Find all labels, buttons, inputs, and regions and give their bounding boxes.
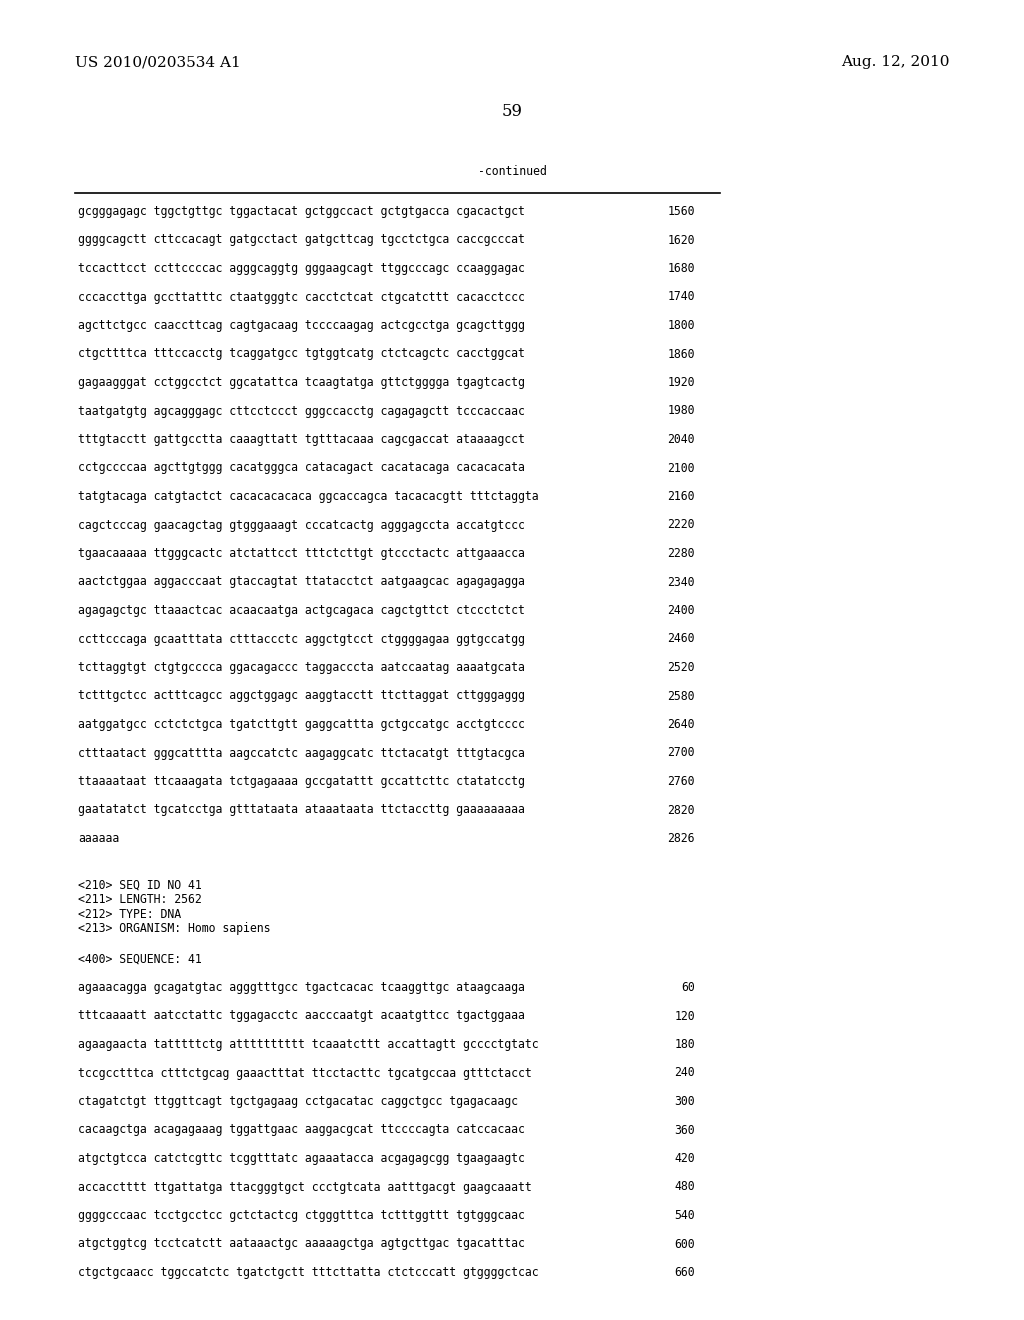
Text: atgctgtcca catctcgttc tcggtttatc agaaatacca acgagagcgg tgaagaagtc: atgctgtcca catctcgttc tcggtttatc agaaata… [78,1152,525,1166]
Text: 540: 540 [675,1209,695,1222]
Text: ggggcagctt cttccacagt gatgcctact gatgcttcag tgcctctgca caccgcccat: ggggcagctt cttccacagt gatgcctact gatgctt… [78,234,525,247]
Text: tccgcctttca ctttctgcag gaaactttat ttcctacttc tgcatgccaa gtttctacct: tccgcctttca ctttctgcag gaaactttat ttccta… [78,1067,531,1080]
Text: Aug. 12, 2010: Aug. 12, 2010 [842,55,950,69]
Text: 2340: 2340 [668,576,695,589]
Text: 1920: 1920 [668,376,695,389]
Text: 1980: 1980 [668,404,695,417]
Text: gagaagggat cctggcctct ggcatattca tcaagtatga gttctgggga tgagtcactg: gagaagggat cctggcctct ggcatattca tcaagta… [78,376,525,389]
Text: aatggatgcc cctctctgca tgatcttgtt gaggcattta gctgccatgc acctgtcccc: aatggatgcc cctctctgca tgatcttgtt gaggcat… [78,718,525,731]
Text: ggggcccaac tcctgcctcc gctctactcg ctgggtttca tctttggttt tgtgggcaac: ggggcccaac tcctgcctcc gctctactcg ctgggtt… [78,1209,525,1222]
Text: ctgcttttca tttccacctg tcaggatgcc tgtggtcatg ctctcagctc cacctggcat: ctgcttttca tttccacctg tcaggatgcc tgtggtc… [78,347,525,360]
Text: tttgtacctt gattgcctta caaagttatt tgtttacaaa cagcgaccat ataaaagcct: tttgtacctt gattgcctta caaagttatt tgtttac… [78,433,525,446]
Text: 120: 120 [675,1010,695,1023]
Text: tcttaggtgt ctgtgcccca ggacagaccc taggacccta aatccaatag aaaatgcata: tcttaggtgt ctgtgcccca ggacagaccc taggacc… [78,661,525,675]
Text: agagagctgc ttaaactcac acaacaatga actgcagaca cagctgttct ctccctctct: agagagctgc ttaaactcac acaacaatga actgcag… [78,605,525,616]
Text: tgaacaaaaa ttgggcactc atctattcct tttctcttgt gtccctactc attgaaacca: tgaacaaaaa ttgggcactc atctattcct tttctct… [78,546,525,560]
Text: US 2010/0203534 A1: US 2010/0203534 A1 [75,55,241,69]
Text: 2220: 2220 [668,519,695,532]
Text: 180: 180 [675,1038,695,1051]
Text: 360: 360 [675,1123,695,1137]
Text: 2580: 2580 [668,689,695,702]
Text: ctttaatact gggcatttta aagccatctc aagaggcatc ttctacatgt tttgtacgca: ctttaatact gggcatttta aagccatctc aagaggc… [78,747,525,759]
Text: gaatatatct tgcatcctga gtttataata ataaataata ttctaccttg gaaaaaaaaa: gaatatatct tgcatcctga gtttataata ataaata… [78,804,525,817]
Text: 2760: 2760 [668,775,695,788]
Text: <212> TYPE: DNA: <212> TYPE: DNA [78,908,181,920]
Text: 59: 59 [502,103,522,120]
Text: 1740: 1740 [668,290,695,304]
Text: 2640: 2640 [668,718,695,731]
Text: gcgggagagc tggctgttgc tggactacat gctggccact gctgtgacca cgacactgct: gcgggagagc tggctgttgc tggactacat gctggcc… [78,205,525,218]
Text: 2700: 2700 [668,747,695,759]
Text: 2400: 2400 [668,605,695,616]
Text: cagctcccag gaacagctag gtgggaaagt cccatcactg agggagccta accatgtccc: cagctcccag gaacagctag gtgggaaagt cccatca… [78,519,525,532]
Text: 480: 480 [675,1180,695,1193]
Text: 2280: 2280 [668,546,695,560]
Text: 420: 420 [675,1152,695,1166]
Text: 2100: 2100 [668,462,695,474]
Text: aaaaaa: aaaaaa [78,832,119,845]
Text: 2520: 2520 [668,661,695,675]
Text: <210> SEQ ID NO 41: <210> SEQ ID NO 41 [78,879,202,891]
Text: 300: 300 [675,1096,695,1107]
Text: 2040: 2040 [668,433,695,446]
Text: <400> SEQUENCE: 41: <400> SEQUENCE: 41 [78,953,202,965]
Text: 660: 660 [675,1266,695,1279]
Text: taatgatgtg agcagggagc cttcctccct gggccacctg cagagagctt tcccaccaac: taatgatgtg agcagggagc cttcctccct gggccac… [78,404,525,417]
Text: cacaagctga acagagaaag tggattgaac aaggacgcat ttccccagta catccacaac: cacaagctga acagagaaag tggattgaac aaggacg… [78,1123,525,1137]
Text: tccacttcct ccttccccac agggcaggtg gggaagcagt ttggcccagc ccaaggagac: tccacttcct ccttccccac agggcaggtg gggaagc… [78,261,525,275]
Text: tctttgctcc actttcagcc aggctggagc aaggtacctt ttcttaggat cttgggaggg: tctttgctcc actttcagcc aggctggagc aaggtac… [78,689,525,702]
Text: 240: 240 [675,1067,695,1080]
Text: 2826: 2826 [668,832,695,845]
Text: 1620: 1620 [668,234,695,247]
Text: 1560: 1560 [668,205,695,218]
Text: accacctttt ttgattatga ttacgggtgct ccctgtcata aatttgacgt gaagcaaatt: accacctttt ttgattatga ttacgggtgct ccctgt… [78,1180,531,1193]
Text: agcttctgcc caaccttcag cagtgacaag tccccaagag actcgcctga gcagcttggg: agcttctgcc caaccttcag cagtgacaag tccccaa… [78,319,525,333]
Text: 1800: 1800 [668,319,695,333]
Text: 2460: 2460 [668,632,695,645]
Text: 2820: 2820 [668,804,695,817]
Text: 60: 60 [681,981,695,994]
Text: cccaccttga gccttatttc ctaatgggtc cacctctcat ctgcatcttt cacacctccc: cccaccttga gccttatttc ctaatgggtc cacctct… [78,290,525,304]
Text: <211> LENGTH: 2562: <211> LENGTH: 2562 [78,894,202,906]
Text: agaaacagga gcagatgtac agggtttgcc tgactcacac tcaaggttgc ataagcaaga: agaaacagga gcagatgtac agggtttgcc tgactca… [78,981,525,994]
Text: ccttcccaga gcaatttata ctttaccctc aggctgtcct ctggggagaa ggtgccatgg: ccttcccaga gcaatttata ctttaccctc aggctgt… [78,632,525,645]
Text: agaagaacta tatttttctg atttttttttt tcaaatcttt accattagtt gcccctgtatc: agaagaacta tatttttctg atttttttttt tcaaat… [78,1038,539,1051]
Text: 2160: 2160 [668,490,695,503]
Text: aactctggaa aggacccaat gtaccagtat ttatacctct aatgaagcac agagagagga: aactctggaa aggacccaat gtaccagtat ttatacc… [78,576,525,589]
Text: tatgtacaga catgtactct cacacacacaca ggcaccagca tacacacgtt tttctaggta: tatgtacaga catgtactct cacacacacaca ggcac… [78,490,539,503]
Text: ttaaaataat ttcaaagata tctgagaaaa gccgatattt gccattcttc ctatatcctg: ttaaaataat ttcaaagata tctgagaaaa gccgata… [78,775,525,788]
Text: ctagatctgt ttggttcagt tgctgagaag cctgacatac caggctgcc tgagacaagc: ctagatctgt ttggttcagt tgctgagaag cctgaca… [78,1096,518,1107]
Text: cctgccccaa agcttgtggg cacatgggca catacagact cacatacaga cacacacata: cctgccccaa agcttgtggg cacatgggca catacag… [78,462,525,474]
Text: 1860: 1860 [668,347,695,360]
Text: 1680: 1680 [668,261,695,275]
Text: -continued: -continued [477,165,547,178]
Text: atgctggtcg tcctcatctt aataaactgc aaaaagctga agtgcttgac tgacatttac: atgctggtcg tcctcatctt aataaactgc aaaaagc… [78,1238,525,1250]
Text: ctgctgcaacc tggccatctc tgatctgctt tttcttatta ctctcccatt gtggggctcac: ctgctgcaacc tggccatctc tgatctgctt tttctt… [78,1266,539,1279]
Text: tttcaaaatt aatcctattc tggagacctc aacccaatgt acaatgttcc tgactggaaa: tttcaaaatt aatcctattc tggagacctc aacccaa… [78,1010,525,1023]
Text: 600: 600 [675,1238,695,1250]
Text: <213> ORGANISM: Homo sapiens: <213> ORGANISM: Homo sapiens [78,921,270,935]
